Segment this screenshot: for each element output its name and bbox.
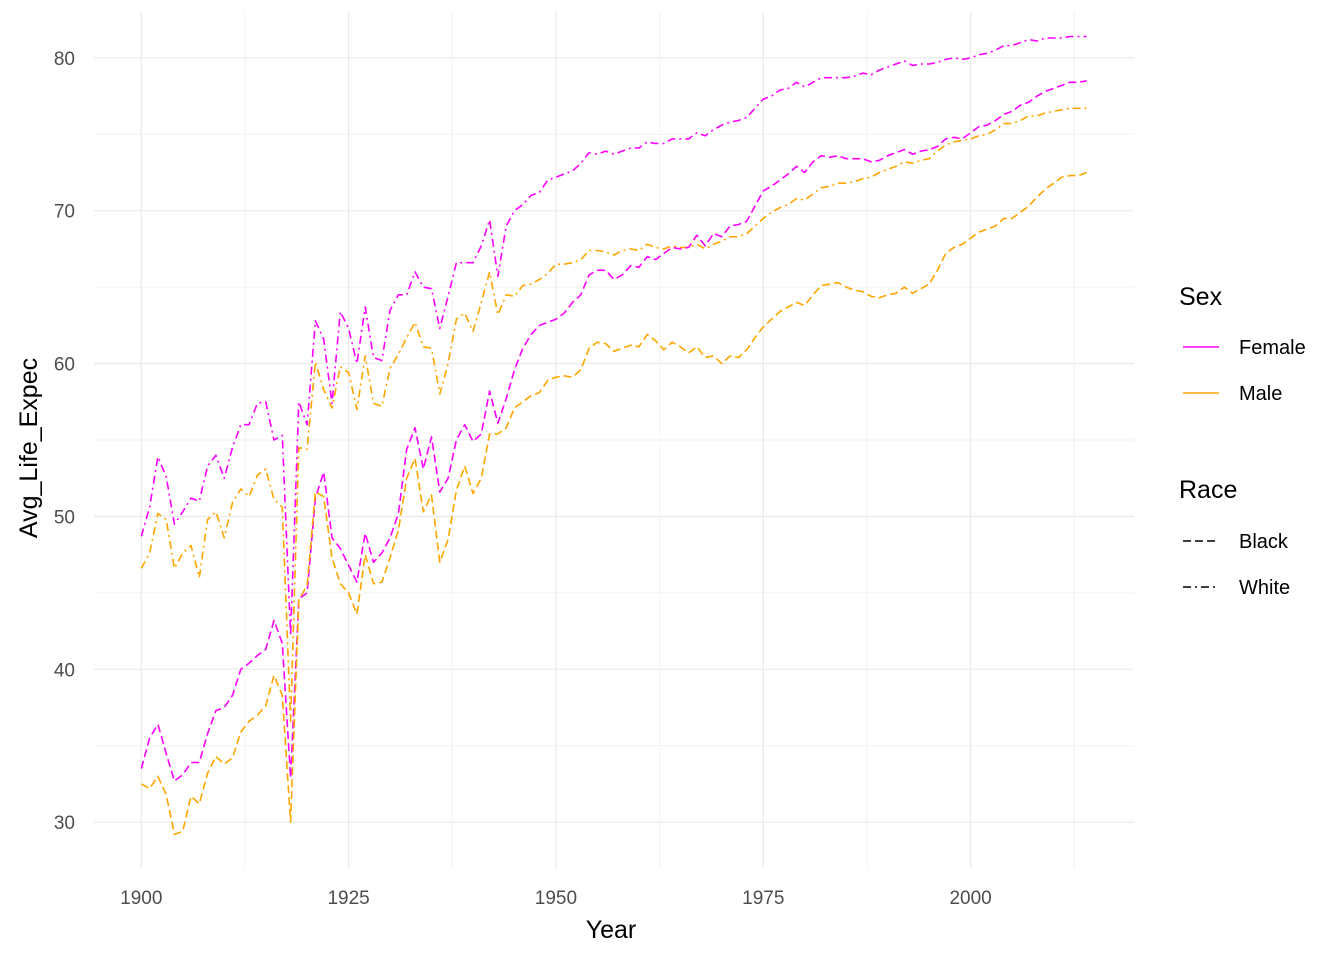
major-gridlines (94, 12, 1134, 868)
minor-gridlines (94, 12, 1134, 868)
x-tick-label: 1925 (327, 888, 369, 909)
y-tick-label: 50 (54, 507, 75, 528)
series-line-female-white (140, 35, 1087, 637)
series-line-male-black (140, 171, 1087, 836)
x-tick-label: 1950 (535, 888, 577, 909)
x-axis-title: Year (586, 916, 637, 944)
legend-label-black: Black (1239, 531, 1289, 553)
legend: Sex Female Male Race Black White (1179, 283, 1306, 599)
legend-label-female: Female (1239, 337, 1306, 359)
x-tick-label: 1975 (742, 888, 784, 909)
y-tick-label: 40 (54, 660, 75, 681)
x-tick-label: 1900 (120, 888, 162, 909)
series-lines (140, 35, 1087, 836)
y-tick-label: 70 (54, 202, 75, 223)
y-tick-label: 60 (54, 355, 75, 376)
x-axis-tick-labels: 1900 1925 1950 1975 2000 (120, 888, 992, 909)
series-line-female-black (140, 80, 1087, 782)
y-tick-label: 80 (54, 49, 75, 70)
y-axis-tick-labels: 30 40 50 60 70 80 (54, 49, 75, 834)
y-axis-title: Avg_Life_Expec (15, 358, 43, 538)
x-tick-label: 2000 (949, 888, 991, 909)
legend-title-sex: Sex (1179, 283, 1223, 311)
legend-label-white: White (1239, 577, 1290, 599)
series-line-male-white (140, 107, 1087, 723)
legend-label-male: Male (1239, 383, 1282, 405)
y-tick-label: 30 (54, 813, 75, 834)
legend-title-race: Race (1179, 476, 1237, 504)
